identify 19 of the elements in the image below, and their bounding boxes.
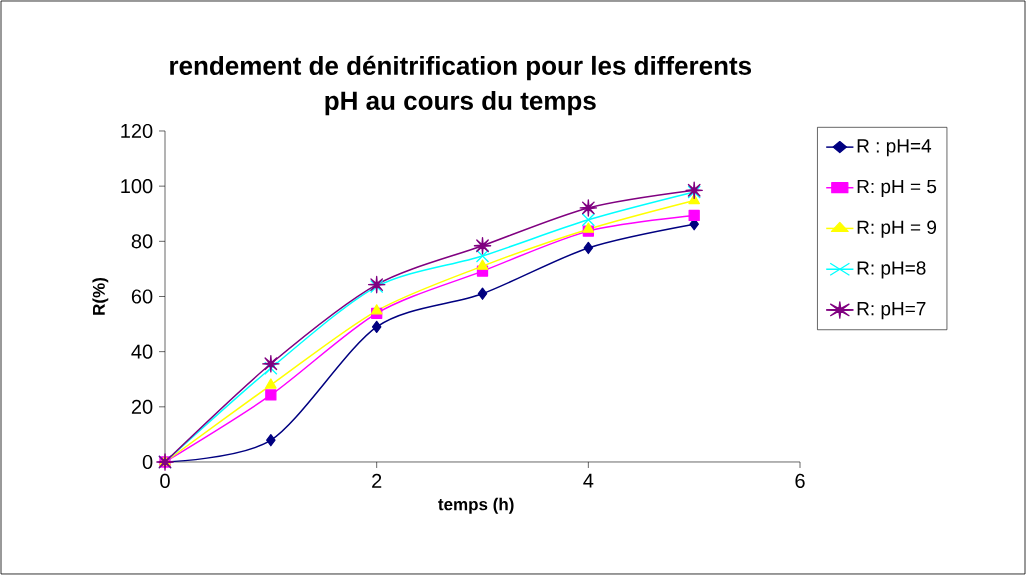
legend-label: R: pH=7: [857, 302, 926, 320]
legend-label: R: pH=8: [857, 261, 926, 279]
x-tick-label: 6: [795, 473, 805, 489]
y-tick-label: 0: [142, 454, 153, 470]
y-axis-title: R(%): [92, 277, 109, 315]
legend-label: R : pH=4: [857, 139, 932, 157]
x-tick-label: 2: [372, 473, 382, 488]
x-axis-title: temps (h): [438, 497, 514, 514]
y-tick-label: 20: [131, 399, 153, 414]
y-tick-label: 40: [131, 344, 153, 359]
x-tick-label: 4: [583, 473, 594, 488]
chart-title: rendement de dénitrification pour les differents pH au cours du temps: [170, 55, 752, 116]
y-tick-label: 60: [131, 289, 153, 304]
legend-label: R: pH = 5: [857, 179, 937, 197]
y-tick-label: 120: [121, 123, 153, 139]
y-tick-label: 100: [121, 179, 153, 194]
y-tick-label: 80: [131, 234, 153, 249]
legend-label: R: pH = 9: [857, 220, 937, 238]
x-tick-label: 0: [160, 473, 170, 489]
